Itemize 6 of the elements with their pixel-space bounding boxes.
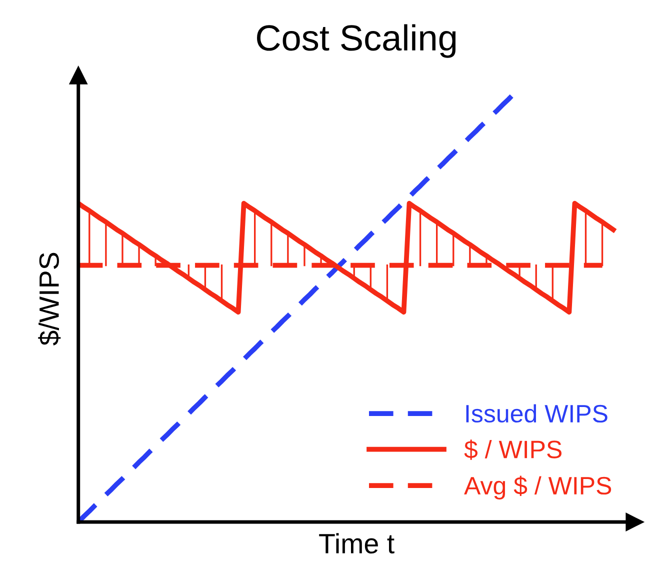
legend-label: Avg $ / WIPS	[464, 476, 612, 500]
legend-label: $ / WIPS	[464, 440, 562, 460]
y-axis-title: $/WIPS	[38, 252, 61, 346]
legend-label: Issued WIPS	[466, 404, 608, 423]
chart-title: Cost Scaling	[257, 24, 456, 58]
x-axis-title: Time t	[319, 533, 394, 554]
